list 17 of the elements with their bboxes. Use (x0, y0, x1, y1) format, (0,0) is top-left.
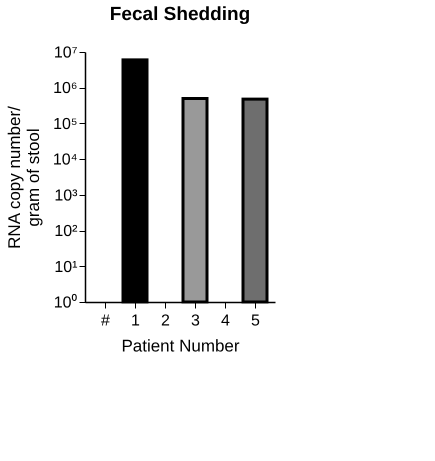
y-tick-label: 10⁶ (53, 80, 78, 98)
x-tick-label: 5 (251, 312, 260, 330)
y-tick-label: 10¹ (54, 258, 78, 276)
x-axis-title: Patient Number (121, 336, 240, 356)
x-tick-label: 2 (161, 312, 170, 330)
x-tick-label: # (101, 312, 110, 330)
y-tick-label: 10⁰ (54, 294, 78, 312)
y-tick-label: 10² (54, 223, 78, 240)
y-tick-label: 10³ (54, 187, 78, 204)
y-tick-label: 10⁵ (53, 116, 78, 133)
x-tick-label: 3 (191, 312, 200, 330)
y-tick-label: 10⁴ (52, 152, 78, 169)
y-tick-label: 10⁷ (54, 44, 78, 62)
x-tick-label: 1 (131, 312, 140, 330)
x-tick-label: 4 (221, 312, 230, 330)
y-axis-title: RNA copy number/ gram of stool (4, 106, 43, 249)
chart-title: Fecal Shedding (110, 4, 250, 25)
